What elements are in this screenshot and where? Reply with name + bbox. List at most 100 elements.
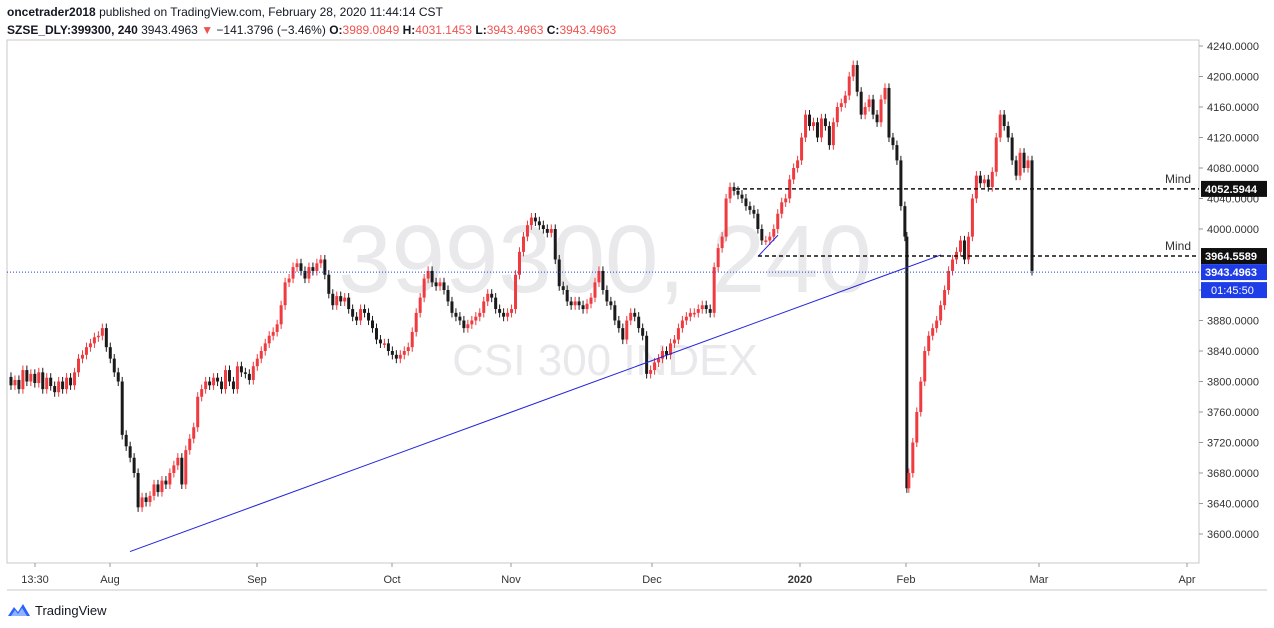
symbol-label[interactable]: SZSE_DLY:399300, 240 (7, 23, 138, 37)
candle-body (645, 335, 649, 374)
candle-body (466, 324, 470, 329)
candle-body (363, 309, 367, 313)
candle-body (275, 324, 279, 332)
candle-body (430, 270, 434, 283)
candle-body (1018, 152, 1022, 176)
candle-body (756, 213, 760, 229)
candle-body (394, 354, 398, 359)
candle-body (978, 175, 982, 184)
candle-body (875, 114, 879, 123)
current-price-tag (1201, 264, 1267, 281)
candle-body (585, 303, 589, 310)
down-arrow-icon: ▼ (201, 23, 214, 37)
y-tick-label: 3880.0000 (1207, 316, 1259, 328)
candle-body (307, 267, 311, 279)
candle-body (470, 320, 474, 325)
candle-body (565, 290, 569, 302)
candle-body (390, 351, 394, 355)
candle-body (772, 229, 776, 237)
candle-body (1030, 160, 1034, 271)
candle-body (462, 320, 466, 329)
candle-body (335, 296, 339, 306)
candle-body (537, 221, 541, 226)
candle-body (549, 229, 553, 233)
candle-body (784, 198, 788, 203)
candle-body (108, 347, 112, 359)
candle-body (601, 270, 605, 290)
y-tick-label: 3640.0000 (1207, 499, 1259, 511)
candle-body (208, 381, 212, 386)
candle-body (295, 263, 299, 268)
candle-body (271, 331, 275, 336)
y-tick-label: 3800.0000 (1207, 377, 1259, 389)
close-label: C: (546, 23, 560, 37)
candle-body (156, 484, 160, 493)
candle-body (176, 457, 180, 466)
candle-body (700, 305, 704, 310)
candle-body (720, 236, 724, 249)
y-tick-label: 3760.0000 (1207, 407, 1259, 419)
candlestick-chart[interactable]: 399300, 240 CSI 300 INDEX 4240.0000 4200.00… (0, 0, 1274, 600)
open-label: O: (329, 23, 343, 37)
candle-body (128, 446, 132, 458)
level-label: Mind (1165, 239, 1191, 253)
candle-body (744, 198, 748, 207)
candle-body (410, 331, 414, 348)
candle-body (323, 259, 327, 275)
candle-body (339, 296, 343, 302)
candle-body (935, 320, 939, 329)
candle-body (994, 137, 998, 172)
author-name[interactable]: oncetrader2018 (7, 5, 96, 19)
candle-body (454, 312, 458, 317)
candle-body (605, 290, 609, 302)
candle-body (1010, 137, 1014, 161)
candle-body (800, 137, 804, 161)
ohlc-legend: SZSE_DLY:399300, 240 3943.4963 ▼ −141.37… (7, 23, 1267, 38)
trendline[interactable] (129, 254, 942, 553)
candle-body (371, 320, 375, 329)
candle-body (212, 377, 216, 386)
candle-body (903, 206, 907, 237)
candle-body (621, 328, 625, 340)
x-tick-label: Apr (1178, 574, 1195, 586)
candle-body (37, 372, 41, 384)
current-price-tag-text: 3943.4963 (1205, 267, 1257, 279)
candle-body (49, 377, 53, 387)
candle-body (450, 301, 454, 313)
candle-body (374, 328, 378, 340)
candle-body (180, 457, 184, 485)
candle-body (998, 114, 1002, 138)
level-price-tag (1201, 180, 1267, 197)
candle-body (708, 309, 712, 313)
candle-body (609, 301, 613, 306)
candle-body (986, 179, 990, 188)
candle-body (498, 309, 502, 313)
candle-body (311, 267, 315, 271)
candle-body (827, 126, 831, 146)
x-tick-label: Oct (383, 574, 400, 586)
candle-body (680, 320, 684, 329)
candle-body (788, 179, 792, 199)
y-tick-label: 3600.0000 (1207, 529, 1259, 541)
candle-body (510, 309, 514, 313)
plot-area[interactable] (6, 39, 1200, 564)
low-value: 3943.4963 (486, 23, 544, 37)
candle-body (247, 373, 251, 380)
candle-body (347, 297, 351, 310)
candle-body (974, 175, 978, 199)
candle-body (776, 213, 780, 229)
candle-body (299, 263, 303, 271)
candle-body (962, 240, 966, 260)
tradingview-branding[interactable]: TradingView (7, 600, 107, 620)
x-tick-label: Aug (100, 574, 120, 586)
candle-body (871, 99, 875, 115)
chart-header: oncetrader2018 published on TradingView.… (7, 5, 1267, 38)
candle-body (438, 282, 442, 287)
candle-body (859, 91, 863, 115)
candle-body (696, 309, 700, 313)
candle-body (239, 366, 243, 373)
candle-body (804, 114, 808, 138)
watermark-name: CSI 300 INDEX (452, 336, 758, 385)
trendline-small[interactable] (757, 234, 779, 257)
x-tick-label: 2020 (788, 574, 812, 586)
